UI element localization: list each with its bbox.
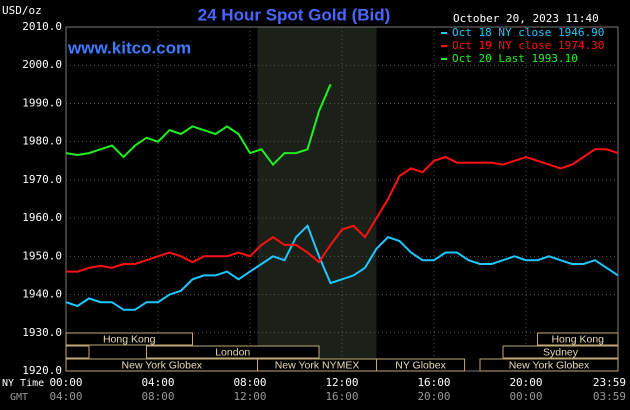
x2-tick-label: 03:59 <box>593 390 626 403</box>
unit-label: USD/oz <box>2 4 42 17</box>
x-tick-label: 00:00 <box>49 376 82 389</box>
x-tick-label: 16:00 <box>417 376 450 389</box>
timestamp: October 20, 2023 11:40 <box>453 12 599 25</box>
session-label: NY Globex <box>395 359 446 371</box>
session-box <box>146 345 320 359</box>
session-box <box>65 332 193 346</box>
session-label: Hong Kong <box>551 333 604 345</box>
legend-entry: Oct 19 NY close 1974.30 <box>452 39 604 52</box>
series-line <box>65 83 332 167</box>
y-tick-label: 1940.0 <box>22 288 62 301</box>
x-tick-label: 20:00 <box>509 376 542 389</box>
session-box <box>479 358 619 372</box>
x-tick-label: 12:00 <box>325 376 358 389</box>
y-tick-label: 2010.0 <box>22 20 62 33</box>
session-box <box>65 345 90 359</box>
session-label: Sydney <box>543 346 579 358</box>
session-label: New York Globex <box>122 359 203 371</box>
y-tick-label: 1930.0 <box>22 326 62 339</box>
session-label: London <box>215 346 250 358</box>
y-tick-label: 1920.0 <box>22 364 62 377</box>
x2-tick-label: 16:00 <box>325 390 358 403</box>
x2-tick-label: 00:00 <box>509 390 542 403</box>
y-tick-label: 1970.0 <box>22 173 62 186</box>
legend-entry: Oct 20 Last 1993.10 <box>452 52 578 65</box>
x-tick-label: 08:00 <box>233 376 266 389</box>
session-box <box>502 345 619 359</box>
legend-entry: Oct 18 NY close 1946.90 <box>452 26 604 39</box>
session-label: Hong Kong <box>103 333 156 345</box>
session-label: New York NYMEX <box>275 359 360 371</box>
y-tick-label: 1990.0 <box>22 96 62 109</box>
x2-tick-label: 08:00 <box>141 390 174 403</box>
series-line <box>65 224 619 311</box>
x2-tick-label: 04:00 <box>49 390 82 403</box>
session-box <box>537 332 619 346</box>
website: www.kitco.com <box>67 38 191 57</box>
y-tick-label: 1980.0 <box>22 135 62 148</box>
nymex-highlight <box>257 27 377 371</box>
x-label: NY Time <box>2 378 44 389</box>
x2-tick-label: 20:00 <box>417 390 450 403</box>
session-label: New York Globex <box>509 359 590 371</box>
x-tick-label: 23:59 <box>593 376 626 389</box>
series-line <box>66 148 619 273</box>
y-tick-label: 1950.0 <box>22 249 62 262</box>
x2-label: GMT <box>10 392 28 403</box>
y-tick-label: 2000.0 <box>22 58 62 71</box>
chart-title: 24 Hour Spot Gold (Bid) <box>198 5 391 24</box>
x-tick-label: 04:00 <box>141 376 174 389</box>
x2-tick-label: 12:00 <box>233 390 266 403</box>
session-box <box>376 358 466 372</box>
y-tick-label: 1960.0 <box>22 211 62 224</box>
